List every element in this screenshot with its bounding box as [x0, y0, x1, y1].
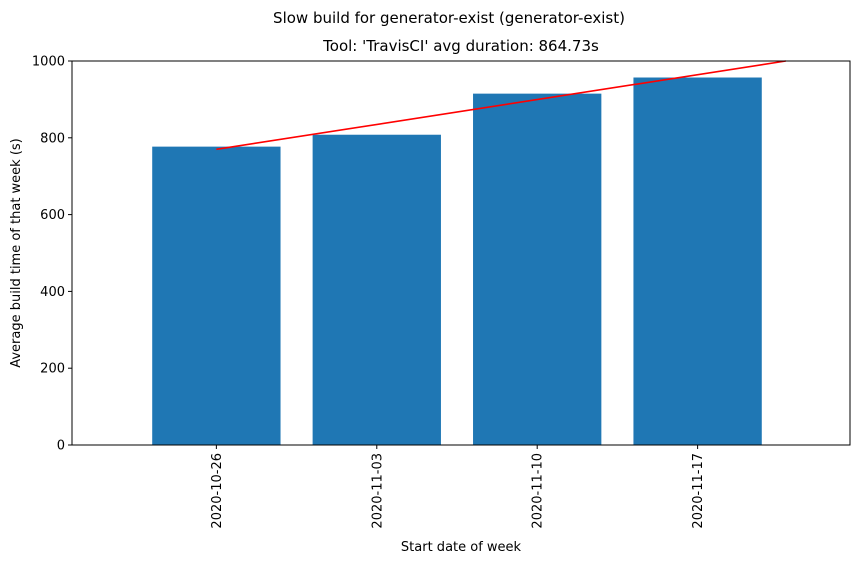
bars-group: [152, 77, 762, 446]
bar: [473, 93, 602, 445]
trend-line: [216, 60, 786, 151]
x-tick-label: 2020-10-26: [210, 453, 225, 529]
bar: [152, 146, 281, 445]
y-tick-label: 200: [40, 362, 65, 377]
y-tick-label: 800: [40, 131, 65, 146]
x-tick-label: 2020-11-03: [370, 453, 385, 529]
plot-frame: [71, 60, 851, 446]
bar: [312, 134, 441, 445]
x-axis: 2020-10-26 2020-11-03 2020-11-10 2020-11-17: [210, 445, 706, 529]
x-tick-label: 2020-11-17: [691, 453, 706, 529]
chart-title: Tool: 'TravisCI' avg duration: 864.73s: [322, 37, 599, 55]
y-tick-label: 600: [40, 208, 65, 223]
y-axis: 0 200 400 600 800 1000: [32, 55, 72, 454]
y-tick-label: 400: [40, 285, 65, 300]
y-tick-label: 1000: [32, 55, 65, 70]
y-axis-label: Average build time of that week (s): [9, 138, 24, 368]
trend-group: [216, 60, 786, 151]
x-tick-label: 2020-11-10: [531, 453, 546, 529]
chart-suptitle: Slow build for generator-exist (generato…: [273, 9, 625, 27]
x-axis-label: Start date of week: [401, 540, 522, 555]
bar: [633, 77, 762, 446]
y-tick-label: 0: [57, 439, 65, 454]
